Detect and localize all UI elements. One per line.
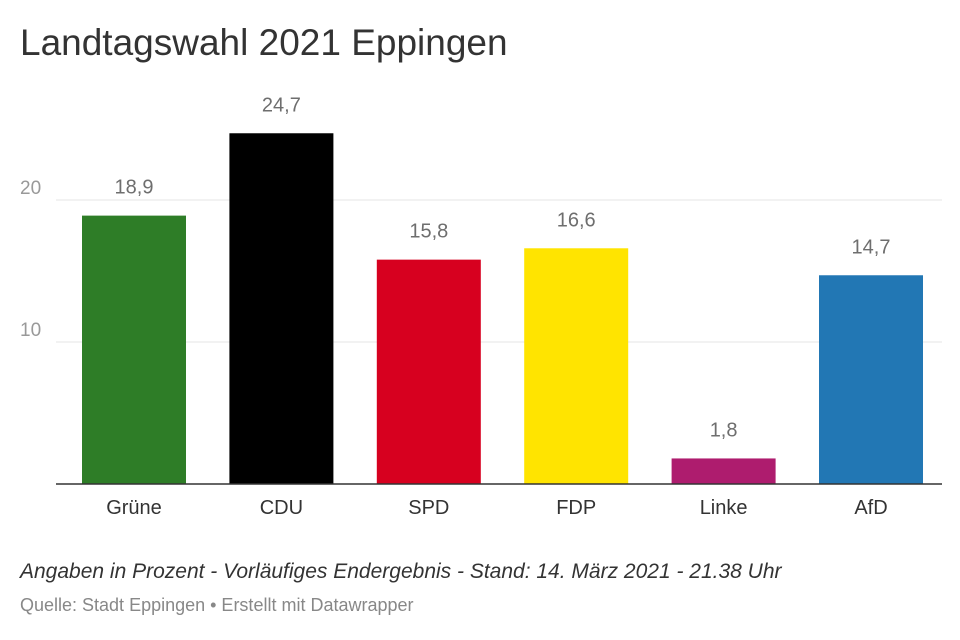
bars <box>56 133 942 485</box>
category-label-afd: AfD <box>854 497 887 519</box>
y-tick-label-10: 10 <box>20 320 41 341</box>
gridlines <box>56 199 942 343</box>
chart-source: Quelle: Stadt Eppingen • Erstellt mit Da… <box>20 595 414 615</box>
chart-notes: Angaben in Prozent - Vorläufiges Enderge… <box>20 560 782 583</box>
value-label-cdu: 24,7 <box>262 94 301 116</box>
category-label-grüne: Grüne <box>106 497 162 519</box>
bar-cdu <box>229 133 334 484</box>
value-label-grüne: 18,9 <box>115 177 154 199</box>
bar-linke <box>671 458 776 484</box>
y-tick-label-20: 20 <box>20 178 41 199</box>
bar-fdp <box>524 248 629 484</box>
bar-grüne <box>82 215 186 484</box>
value-label-linke: 1,8 <box>710 419 738 441</box>
category-label-cdu: CDU <box>260 497 303 519</box>
category-label-linke: Linke <box>700 497 748 519</box>
bar-spd <box>376 259 481 484</box>
category-label-fdp: FDP <box>556 497 596 519</box>
category-label-spd: SPD <box>408 497 449 519</box>
bar-chart: 10 20 18,9 Grüne 24,7 CDU 15,8 SPD 16,6 FDP 1,8 Lin… <box>20 94 942 519</box>
value-label-afd: 14,7 <box>852 236 891 258</box>
bar-afd <box>819 275 923 484</box>
value-label-fdp: 16,6 <box>557 209 596 231</box>
value-label-spd: 15,8 <box>409 221 448 243</box>
labels: 10 20 18,9 Grüne 24,7 CDU 15,8 SPD 16,6 FDP 1,8 Lin… <box>20 94 890 519</box>
chart-title: Landtagswahl 2021 Eppingen <box>20 22 508 63</box>
